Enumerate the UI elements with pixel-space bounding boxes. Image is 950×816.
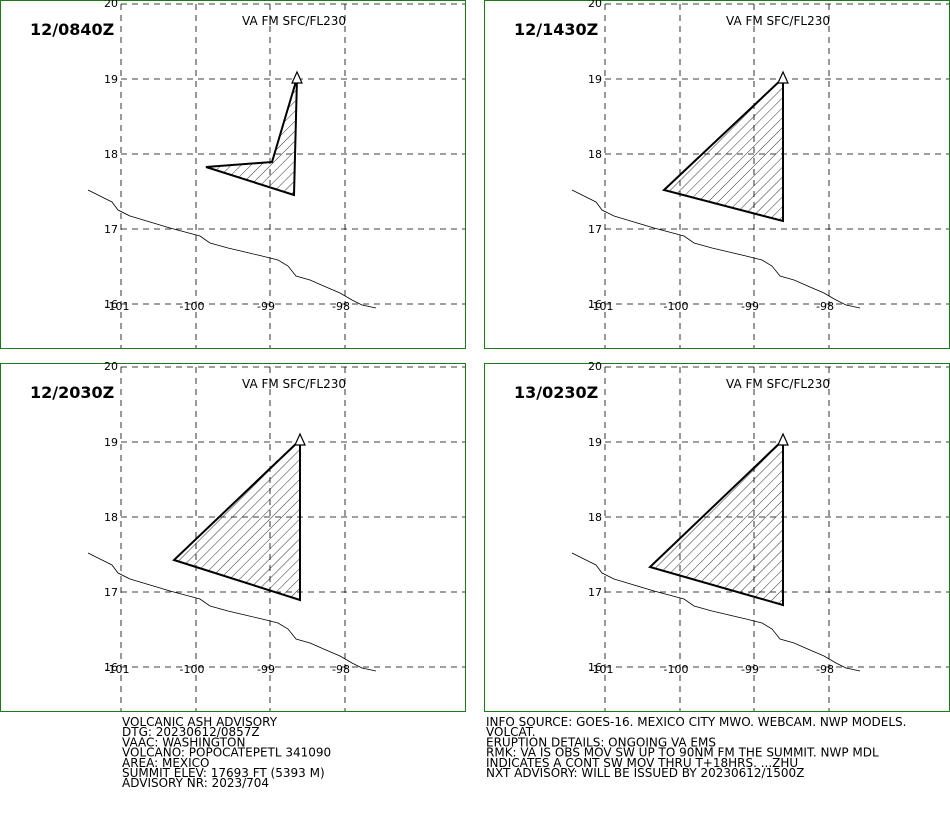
ash-area <box>648 437 784 607</box>
volcano-marker <box>291 70 303 84</box>
ash-area <box>172 437 301 602</box>
advisory-line: DTG: 20230612/0857Z <box>122 725 260 739</box>
advisory-line: NXT ADVISORY: WILL BE ISSUED BY 20230612… <box>486 766 804 780</box>
volcano-marker <box>777 70 789 84</box>
lon-tick-label: -98 <box>816 663 834 676</box>
lat-tick-label: 18 <box>588 511 602 524</box>
lon-tick-label: -100 <box>664 300 689 313</box>
ash-area <box>205 77 298 197</box>
flight-level: VA FM SFC/FL230 <box>242 14 346 28</box>
lat-tick-label: 19 <box>588 436 602 449</box>
volcano-marker <box>777 432 789 446</box>
lon-tick-label: -99 <box>741 663 759 676</box>
lat-tick-label: 20 <box>104 360 118 373</box>
lat-tick-label: 20 <box>588 360 602 373</box>
lon-tick-label: -101 <box>105 663 130 676</box>
coastline <box>87 552 377 672</box>
lat-tick-label: 20 <box>588 0 602 10</box>
lon-tick-label: -100 <box>664 663 689 676</box>
lon-tick-label: -99 <box>257 663 275 676</box>
lat-tick-label: 16 <box>104 298 118 311</box>
advisory-line: INDICATES A CONT SW MOV THRU T+18HRS. ..… <box>486 756 798 770</box>
advisory-line: RMK: VA IS OBS MOV SW UP TO 90NM FM THE … <box>486 746 879 760</box>
valid-time: 12/2030Z <box>30 383 114 402</box>
lon-tick-label: -101 <box>589 663 614 676</box>
coastline <box>571 189 861 309</box>
lat-tick-label: 17 <box>588 586 602 599</box>
advisory-line: VOLCAT. <box>486 725 536 739</box>
lat-tick-label: 17 <box>104 223 118 236</box>
advisory-line: VAAC: WASHINGTON <box>122 735 245 749</box>
ash-area <box>661 75 784 223</box>
lon-tick-label: -101 <box>105 300 130 313</box>
panel-frame <box>0 0 466 349</box>
flight-level: VA FM SFC/FL230 <box>242 377 346 391</box>
valid-time: 12/1430Z <box>514 20 598 39</box>
lon-tick-label: -100 <box>180 300 205 313</box>
lat-tick-label: 18 <box>104 511 118 524</box>
lat-tick-label: 16 <box>588 661 602 674</box>
lon-tick-label: -98 <box>332 663 350 676</box>
volcano-marker <box>294 432 306 446</box>
map-panel: 20 19 18 17 16-101 -100 -99 -98 12/0840Z VA FM SF… <box>0 0 466 349</box>
advisory-line: INFO SOURCE: GOES-16. MEXICO CITY MWO. W… <box>486 715 906 729</box>
lon-tick-label: -98 <box>816 300 834 313</box>
valid-time: 13/0230Z <box>514 383 598 402</box>
lon-tick-label: -99 <box>257 300 275 313</box>
map-panel: 20 19 18 17 16-101 -100 -99 -98 13/0230Z VA FM SF… <box>484 360 950 712</box>
lat-tick-label: 19 <box>104 436 118 449</box>
panel-frame <box>0 363 466 712</box>
lon-tick-label: -101 <box>589 300 614 313</box>
coastline <box>571 552 861 672</box>
coastline <box>87 189 377 309</box>
advisory-line: ADVISORY NR: 2023/704 <box>122 776 269 790</box>
lon-tick-label: -100 <box>180 663 205 676</box>
lat-tick-label: 16 <box>104 661 118 674</box>
advisory-line: VOLCANO: POPOCATEPETL 341090 <box>122 746 331 760</box>
map-panel: 20 19 18 17 16-101 -100 -99 -98 12/2030Z VA FM SF… <box>0 360 466 712</box>
valid-time: 12/0840Z <box>30 20 114 39</box>
advisory-line: VOLCANIC ASH ADVISORY <box>122 715 278 729</box>
advisory-line: SUMMIT ELEV: 17693 FT (5393 M) <box>122 766 325 780</box>
lat-tick-label: 18 <box>588 148 602 161</box>
map-panel: 20 19 18 17 16-101 -100 -99 -98 12/1430Z VA FM SF… <box>484 0 950 349</box>
advisory-line: ERUPTION DETAILS: ONGOING VA EMS <box>486 735 716 749</box>
lat-tick-label: 19 <box>104 73 118 86</box>
lat-tick-label: 20 <box>104 0 118 10</box>
lat-tick-label: 16 <box>588 298 602 311</box>
flight-level: VA FM SFC/FL230 <box>726 377 830 391</box>
lon-tick-label: -99 <box>741 300 759 313</box>
lat-tick-label: 19 <box>588 73 602 86</box>
lat-tick-label: 17 <box>588 223 602 236</box>
lat-tick-label: 17 <box>104 586 118 599</box>
lon-tick-label: -98 <box>332 300 350 313</box>
lat-tick-label: 18 <box>104 148 118 161</box>
flight-level: VA FM SFC/FL230 <box>726 14 830 28</box>
advisory-line: AREA: MEXICO <box>122 756 210 770</box>
